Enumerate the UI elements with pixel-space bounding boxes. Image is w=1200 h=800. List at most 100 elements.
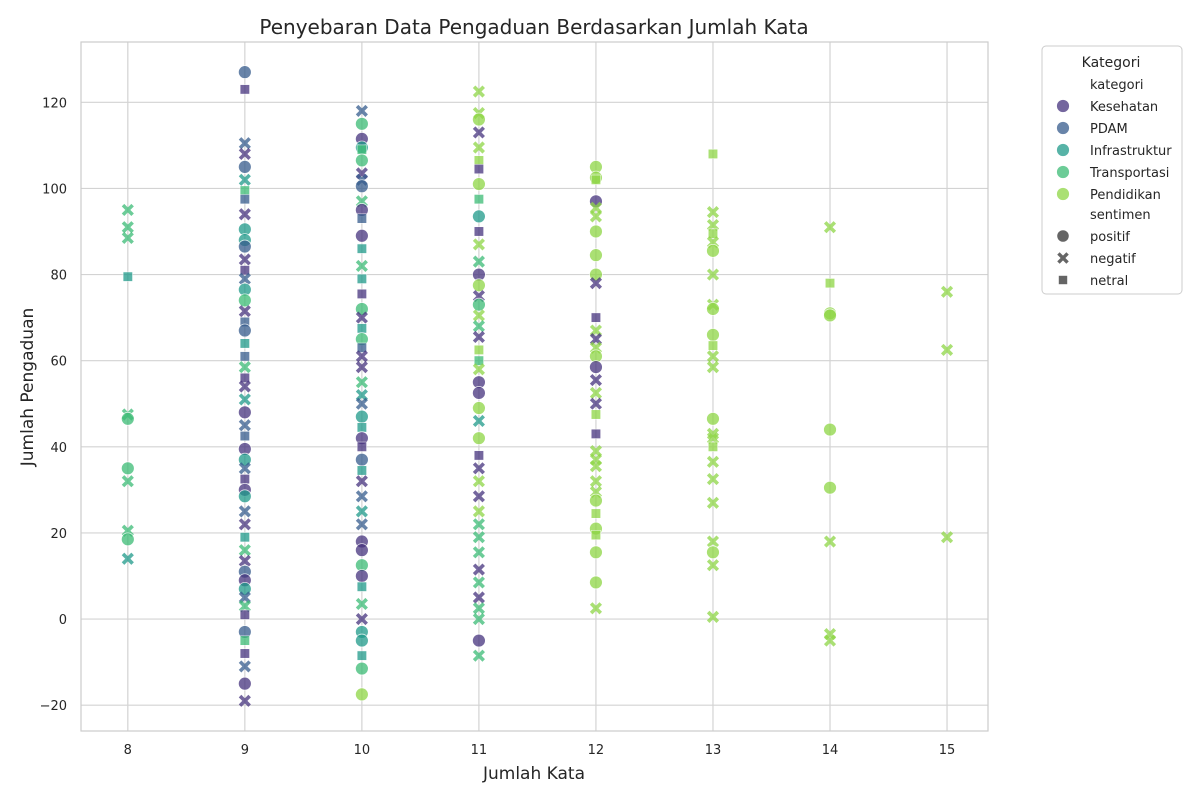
- data-point: [472, 431, 486, 446]
- data-point: [472, 563, 485, 576]
- data-point: [239, 635, 250, 646]
- data-point: [121, 203, 134, 217]
- data-point: [239, 265, 250, 276]
- data-point: [472, 490, 485, 503]
- data-point: [238, 147, 251, 161]
- data-point: [589, 277, 603, 290]
- legend-label: Kesehatan: [1090, 100, 1158, 115]
- data-point: [590, 428, 601, 439]
- plot-area: [81, 42, 988, 731]
- data-point: [354, 569, 369, 583]
- data-point: [238, 173, 251, 186]
- legend-marker-positif: [1056, 229, 1070, 243]
- data-point: [472, 475, 485, 488]
- data-point: [589, 360, 603, 375]
- data-point: [823, 422, 837, 437]
- x-tick-label: 12: [588, 743, 605, 758]
- data-point: [239, 532, 250, 543]
- legend-style-header: sentimen: [1090, 208, 1151, 223]
- data-point: [355, 597, 368, 611]
- x-tick-label: 13: [705, 743, 722, 758]
- x-tick-label: 9: [241, 743, 249, 758]
- data-point: [238, 305, 251, 318]
- data-point: [355, 518, 368, 531]
- data-point: [355, 259, 368, 272]
- data-point: [239, 430, 250, 442]
- data-point: [120, 532, 135, 547]
- data-point: [354, 633, 369, 648]
- x-axis-label: Jumlah Kata: [482, 764, 585, 784]
- y-tick-label: 20: [50, 527, 67, 542]
- data-point: [354, 409, 369, 424]
- data-point: [356, 465, 367, 476]
- data-point: [238, 253, 251, 266]
- data-point: [237, 293, 252, 308]
- data-point: [239, 609, 250, 620]
- data-point: [355, 490, 368, 503]
- data-point: [706, 496, 720, 509]
- data-point: [121, 475, 134, 488]
- legend-label: Infrastruktur: [1090, 144, 1172, 159]
- data-point: [589, 575, 603, 590]
- data-point: [472, 330, 485, 344]
- data-point: [239, 648, 250, 659]
- legend-label: Transportasi: [1089, 166, 1169, 181]
- legend-sentiments: positif negatif netral: [1056, 229, 1136, 289]
- data-point: [706, 455, 720, 468]
- data-point: [707, 148, 719, 160]
- data-point: [707, 441, 719, 452]
- data-point: [823, 535, 837, 548]
- data-point: [472, 126, 485, 139]
- data-point: [823, 308, 837, 323]
- data-point: [472, 462, 485, 475]
- y-tick-labels: −20 0 20 40 60 80 100 120: [40, 96, 67, 714]
- data-point: [706, 535, 720, 548]
- data-point: [356, 650, 367, 661]
- data-point: [472, 309, 485, 322]
- y-tick-label: 40: [50, 441, 67, 456]
- data-point: [706, 243, 720, 258]
- legend-marker-pendidikan: [1056, 187, 1070, 201]
- data-point: [120, 411, 135, 426]
- chart-title: Penyebaran Data Pengaduan Berdasarkan Ju…: [259, 15, 808, 39]
- data-point: [706, 432, 720, 445]
- data-point: [706, 206, 720, 219]
- data-point: [472, 209, 486, 224]
- data-point: [940, 531, 954, 544]
- data-point: [238, 544, 251, 557]
- data-point: [706, 350, 720, 363]
- legend-title: Kategori: [1082, 55, 1141, 71]
- data-point: [121, 552, 134, 565]
- data-point: [354, 661, 369, 676]
- data-point: [589, 386, 603, 400]
- legend-marker-kesehatan: [1056, 99, 1070, 113]
- data-point: [237, 676, 252, 691]
- data-point: [355, 612, 368, 626]
- data-point: [706, 302, 720, 316]
- data-point: [706, 411, 720, 426]
- data-point: [238, 272, 251, 285]
- data-point: [238, 462, 251, 475]
- data-point: [354, 179, 369, 194]
- data-point: [823, 480, 837, 495]
- data-point: [355, 376, 368, 389]
- data-point: [355, 475, 368, 488]
- data-point: [356, 213, 367, 224]
- data-point: [238, 660, 251, 673]
- data-point: [239, 194, 250, 205]
- data-point: [589, 460, 603, 473]
- data-point: [589, 475, 603, 488]
- legend-label: negatif: [1090, 252, 1136, 267]
- data-point: [472, 505, 485, 518]
- data-point: [237, 239, 252, 254]
- y-tick-label: −20: [40, 699, 67, 714]
- y-tick-label: 100: [42, 182, 67, 197]
- data-point: [238, 361, 251, 374]
- data-point: [706, 545, 720, 560]
- data-point: [590, 409, 601, 420]
- data-point: [238, 505, 251, 518]
- data-point: [590, 508, 601, 519]
- data-point: [473, 194, 484, 205]
- data-point: [472, 320, 485, 333]
